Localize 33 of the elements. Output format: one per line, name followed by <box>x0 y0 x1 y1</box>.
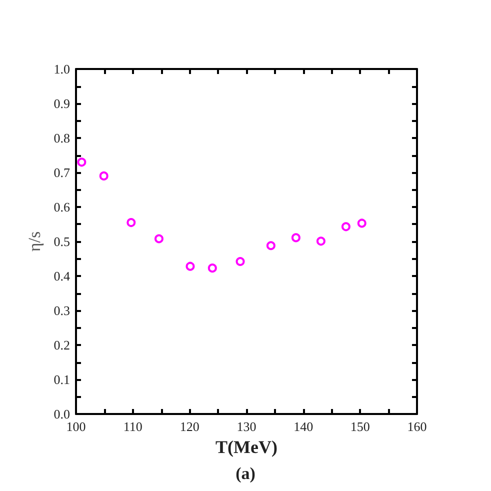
x-tick-label: 150 <box>350 419 370 434</box>
y-tick-label: 0.2 <box>54 338 70 352</box>
point <box>126 218 136 228</box>
point <box>208 264 217 273</box>
point <box>77 158 86 167</box>
y-tick-label: 0.6 <box>54 200 70 214</box>
point <box>316 236 326 246</box>
point <box>266 241 276 250</box>
point <box>186 262 195 271</box>
x-axis-title: T(MeV) <box>216 436 278 457</box>
point <box>341 222 350 232</box>
x-tick-label: 140 <box>294 419 314 434</box>
point <box>236 257 245 266</box>
y-tick-label: 0.7 <box>54 165 70 180</box>
point <box>99 171 108 180</box>
x-tick-label: 160 <box>407 419 427 434</box>
x-tick-label: 110 <box>123 419 142 434</box>
y-tick-label: 0.0 <box>54 406 70 422</box>
y-tick-label: 1.0 <box>54 62 70 76</box>
y-tick-label: 0.4 <box>54 268 70 284</box>
point <box>154 234 164 244</box>
y-axis-title: η/s <box>24 231 44 252</box>
x-tick-label: 130 <box>236 419 256 434</box>
point <box>291 233 300 242</box>
y-tick-label: 0.1 <box>54 372 70 387</box>
x-tick-label: 120 <box>180 419 200 434</box>
x-tick-label: 100 <box>66 419 86 434</box>
y-tick-label: 0.9 <box>54 96 70 111</box>
text: (a) <box>236 464 256 483</box>
y-tick-label: 0.5 <box>54 234 70 249</box>
point <box>357 218 366 228</box>
y-tick-label: 0.8 <box>54 130 70 146</box>
y-tick-label: 0.3 <box>54 303 70 318</box>
